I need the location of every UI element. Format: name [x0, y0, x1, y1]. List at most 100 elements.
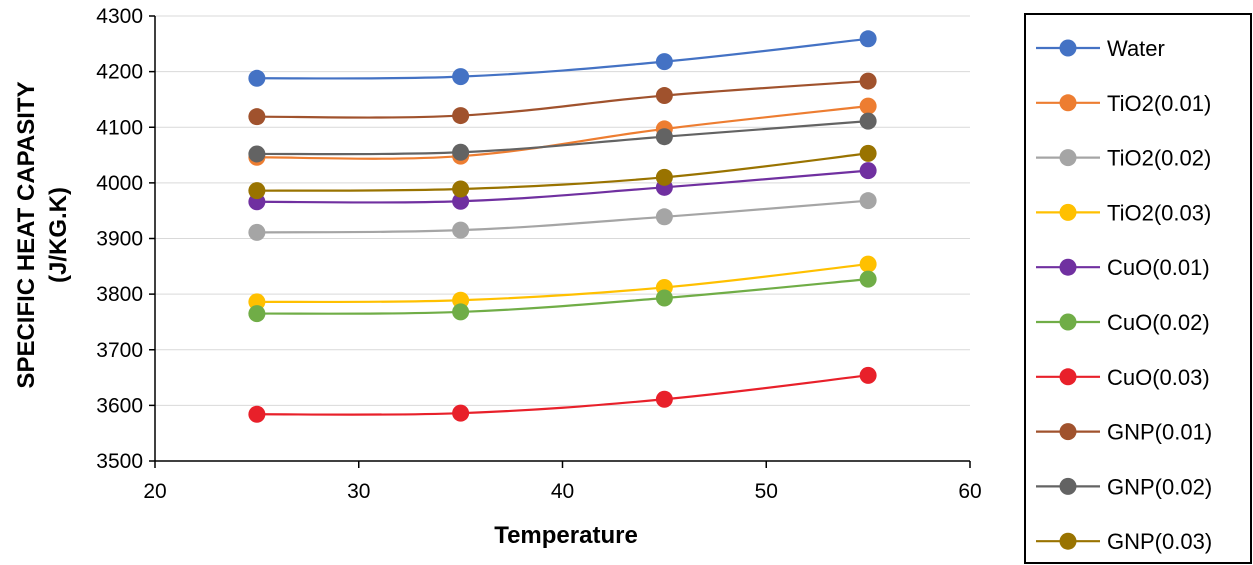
data-point-gnp-0-02 [655, 128, 673, 146]
data-point-cuo-0-02 [248, 305, 266, 323]
axes [149, 15, 971, 468]
y-tick-label: 3900 [96, 228, 143, 251]
data-point-tio2-0-02 [655, 208, 673, 226]
legend-label: GNP(0.02) [1107, 474, 1212, 499]
series-line-tio2-0-01 [256, 105, 869, 160]
x-tick-label: 50 [755, 480, 778, 503]
series-line-water [256, 37, 869, 80]
legend-label: TiO2(0.01) [1107, 91, 1211, 116]
legend-label: TiO2(0.03) [1107, 200, 1211, 225]
series-line-cuo-0-01 [256, 169, 869, 204]
series-tio2-0-03 [248, 255, 877, 311]
series-gnp-0-03 [248, 144, 877, 200]
legend-marker [1059, 94, 1077, 112]
legend-marker [1059, 203, 1077, 221]
series-cuo-0-02 [248, 270, 877, 323]
y-tick-label: 3600 [96, 394, 143, 417]
data-point-gnp-0-01 [859, 72, 877, 90]
series-line-tio2-0-03 [256, 262, 869, 304]
legend-label: CuO(0.03) [1107, 365, 1210, 390]
data-point-gnp-0-01 [452, 107, 470, 125]
data-point-tio2-0-02 [452, 221, 470, 239]
y-axis-title: SPECIFIC HEAT CAPASITY (J/KG.K) [13, 81, 72, 388]
data-point-tio2-0-01 [859, 97, 877, 115]
legend-marker [1059, 532, 1077, 550]
data-point-cuo-0-02 [452, 303, 470, 321]
y-axis-title-line-1: SPECIFIC HEAT CAPASITY [13, 81, 40, 388]
legend-item-tio2-0-01: TiO2(0.01) [1036, 91, 1211, 116]
data-point-tio2-0-02 [248, 223, 266, 241]
series-gnp-0-02 [248, 112, 877, 163]
legend-label: CuO(0.01) [1107, 255, 1210, 280]
data-point-cuo-0-03 [859, 366, 877, 384]
series-line-cuo-0-03 [256, 374, 869, 416]
data-point-tio2-0-03 [859, 255, 877, 273]
series-line-tio2-0-02 [256, 199, 869, 234]
data-point-cuo-0-03 [655, 390, 673, 408]
series-water [248, 30, 877, 87]
data-point-gnp-0-01 [655, 87, 673, 105]
series-cuo-0-01 [248, 162, 877, 211]
data-point-tio2-0-03 [248, 293, 266, 311]
data-point-cuo-0-01 [452, 192, 470, 210]
data-point-water [248, 69, 266, 87]
data-point-cuo-0-02 [655, 289, 673, 307]
data-point-gnp-0-03 [859, 144, 877, 162]
legend-label: Water [1107, 36, 1165, 61]
legend-item-tio2-0-03: TiO2(0.03) [1036, 200, 1211, 225]
data-point-gnp-0-02 [452, 143, 470, 161]
data-point-cuo-0-03 [452, 404, 470, 422]
y-axis-title-line-2: (J/KG.K) [45, 187, 72, 283]
data-point-water [452, 68, 470, 86]
legend-item-cuo-0-01: CuO(0.01) [1036, 255, 1210, 280]
data-point-gnp-0-03 [248, 182, 266, 200]
y-tick-label: 4300 [96, 5, 143, 28]
data-point-tio2-0-03 [452, 291, 470, 309]
series-lines [248, 30, 877, 423]
series-line-gnp-0-03 [256, 152, 869, 192]
data-point-gnp-0-03 [452, 180, 470, 198]
legend-marker [1059, 313, 1077, 331]
series-tio2-0-02 [248, 192, 877, 241]
x-tick-label: 40 [551, 480, 574, 503]
data-point-cuo-0-02 [859, 270, 877, 288]
data-point-tio2-0-02 [859, 192, 877, 210]
y-tick-label: 4200 [96, 61, 143, 84]
legend-marker [1059, 368, 1077, 386]
data-point-gnp-0-01 [248, 108, 266, 126]
data-point-cuo-0-03 [248, 405, 266, 423]
series-line-gnp-0-01 [256, 79, 869, 119]
legend-marker [1059, 258, 1077, 276]
gridlines [155, 15, 970, 406]
series-line-cuo-0-02 [256, 278, 869, 315]
legend-item-cuo-0-02: CuO(0.02) [1036, 310, 1210, 335]
y-tick-label: 4000 [96, 172, 143, 195]
legend-label: CuO(0.02) [1107, 310, 1210, 335]
data-point-gnp-0-02 [248, 145, 266, 163]
x-tick-label: 20 [143, 480, 166, 503]
legend-marker [1059, 423, 1077, 441]
legend-label: GNP(0.01) [1107, 420, 1212, 445]
data-point-gnp-0-03 [655, 168, 673, 186]
data-point-cuo-0-01 [859, 162, 877, 180]
legend-item-gnp-0-03: GNP(0.03) [1036, 529, 1212, 554]
data-point-water [655, 53, 673, 71]
x-tick-label: 60 [958, 480, 981, 503]
y-tick-label: 3500 [96, 450, 143, 473]
data-point-water [859, 30, 877, 48]
legend-marker [1059, 477, 1077, 495]
legend-item-gnp-0-02: GNP(0.02) [1036, 474, 1212, 499]
x-tick-label: 30 [347, 480, 370, 503]
y-tick-label: 3700 [96, 339, 143, 362]
legend-marker [1059, 149, 1077, 167]
series-line-gnp-0-02 [256, 120, 869, 156]
series-tio2-0-01 [248, 97, 877, 166]
legend-label: TiO2(0.02) [1107, 146, 1211, 171]
x-axis-title: Temperature [494, 522, 638, 549]
series-cuo-0-03 [248, 366, 877, 423]
data-point-gnp-0-02 [859, 112, 877, 130]
legend-label: GNP(0.03) [1107, 529, 1212, 554]
tick-labels: 3500 3600 3700 3800 3900 4000 4100 4200 4300 20 30… [96, 5, 981, 503]
legend: Water TiO2(0.01) TiO2(0.02) TiO2(0.03) CuO(0… [1024, 13, 1252, 564]
